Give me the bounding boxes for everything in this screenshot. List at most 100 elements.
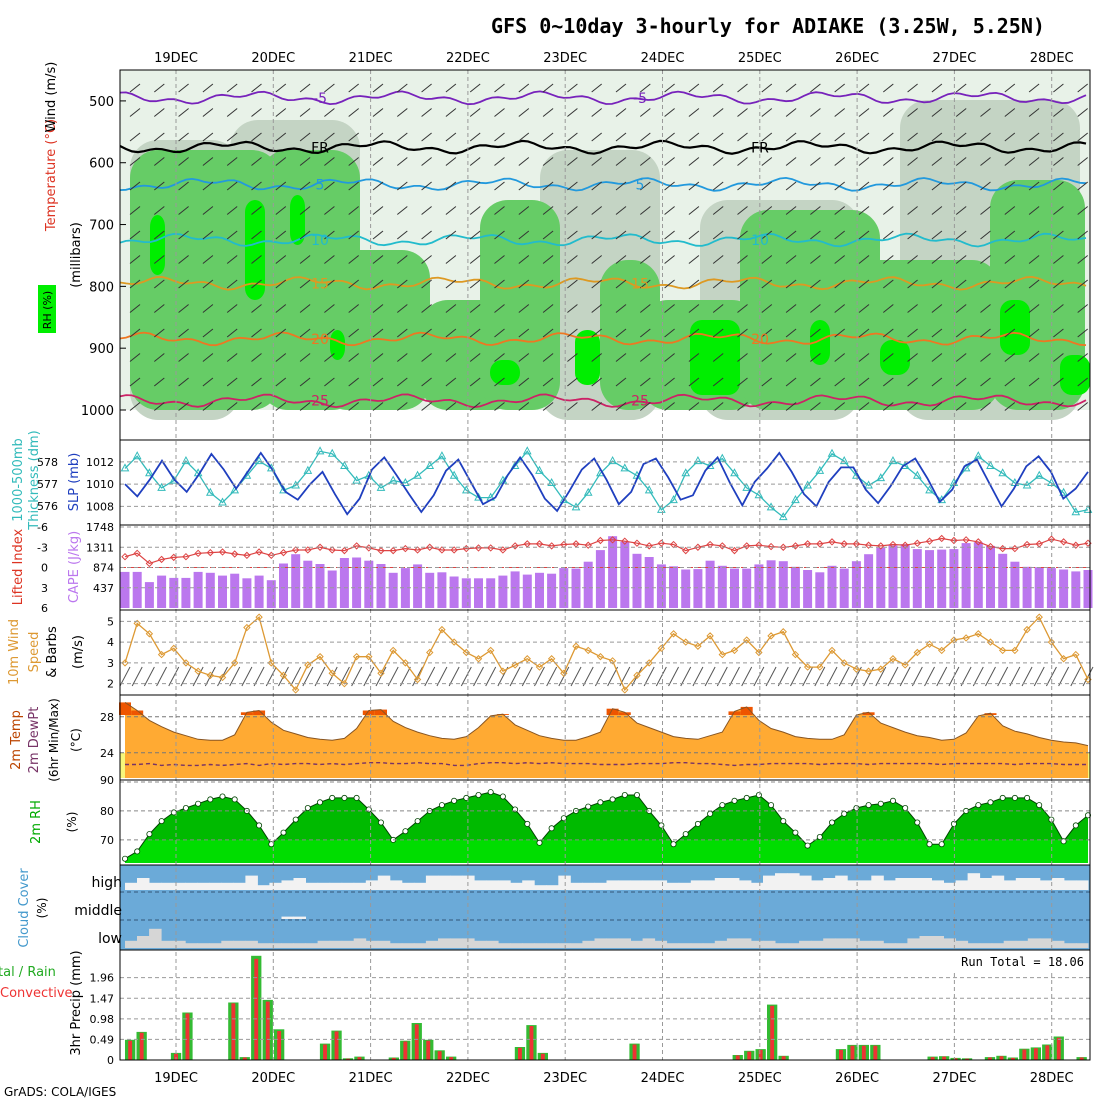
wind-barb bbox=[737, 206, 748, 215]
wind-barb-10m bbox=[351, 666, 363, 687]
wind-speed-point bbox=[377, 669, 385, 677]
wind-barb bbox=[178, 304, 189, 313]
wind-barb bbox=[469, 83, 481, 93]
wind-barb bbox=[907, 206, 918, 215]
cape-bar bbox=[608, 536, 618, 608]
rh2m-point bbox=[658, 822, 665, 829]
wind-speed-point bbox=[767, 632, 775, 640]
cloud-high-bar bbox=[847, 880, 860, 890]
wind-barb bbox=[445, 377, 457, 387]
wind-barb bbox=[396, 255, 408, 264]
isotherm-label: 25 bbox=[311, 394, 329, 410]
cloud-high-bar bbox=[137, 878, 150, 890]
wind-barb bbox=[202, 181, 214, 191]
cloud-low-bar bbox=[341, 940, 355, 948]
wind-barb bbox=[324, 83, 335, 93]
wind-barb bbox=[882, 279, 894, 289]
wind-barb bbox=[810, 279, 821, 289]
rh2m-point bbox=[877, 800, 884, 807]
wind-barb bbox=[761, 132, 773, 142]
wind-barb bbox=[712, 402, 724, 411]
wind-barb bbox=[153, 206, 165, 215]
thickness-point bbox=[693, 456, 703, 465]
wind-barb-10m bbox=[838, 666, 850, 687]
wind-barb bbox=[275, 83, 287, 93]
wind-barb bbox=[275, 402, 287, 411]
wind-barb bbox=[737, 353, 748, 362]
wind-barb-10m bbox=[875, 666, 887, 687]
wind-barb bbox=[931, 230, 943, 240]
rh2m-point bbox=[536, 839, 543, 846]
lifted-index-point bbox=[218, 548, 227, 556]
precip-convective-bar bbox=[632, 1044, 637, 1060]
cloud-low-bar bbox=[582, 940, 595, 948]
wind-speed-point bbox=[499, 667, 507, 675]
cape-bar bbox=[242, 578, 252, 608]
wind-barb bbox=[931, 255, 943, 264]
precip-convective-bar bbox=[999, 1056, 1004, 1060]
wind-barb bbox=[226, 108, 238, 117]
wind-barb bbox=[1028, 157, 1040, 166]
thickness-point bbox=[157, 482, 166, 491]
wind-speed-point bbox=[231, 659, 239, 667]
wind-speed-point bbox=[438, 625, 446, 634]
rh2m-point bbox=[707, 810, 714, 817]
bottom-date-label: 21DEC bbox=[349, 1071, 393, 1086]
wind-barb bbox=[542, 230, 554, 240]
rh2m-point bbox=[975, 802, 982, 809]
run-total-box bbox=[945, 952, 1087, 970]
wind-barb-10m bbox=[692, 666, 704, 687]
slp-axis-label: SLP (mb) bbox=[67, 453, 82, 512]
wind-barb-10m bbox=[1021, 666, 1033, 687]
wind-barb bbox=[324, 230, 335, 240]
cloud-high-bar bbox=[654, 880, 668, 890]
wind-barb bbox=[615, 206, 627, 215]
wind-speed-point bbox=[194, 667, 202, 675]
axis-labels: 19DEC 19DEC 20DEC 20DEC 21DEC 21DEC 22DEC 22DEC… bbox=[0, 51, 1087, 1086]
wind-barb bbox=[129, 108, 141, 117]
wind-barb bbox=[348, 377, 360, 387]
wind-speed-point bbox=[1072, 650, 1080, 659]
wind-barb bbox=[299, 353, 311, 362]
precip-axis-label: 3hr Precip (mm) bbox=[69, 950, 84, 1055]
thickness-point bbox=[620, 463, 630, 472]
bottom-date-label: 26DEC bbox=[835, 1071, 879, 1086]
wind-barb bbox=[251, 83, 262, 93]
cape-bar bbox=[1022, 566, 1032, 608]
wind-barb bbox=[494, 206, 505, 215]
pressure-tick-label: 700 bbox=[89, 219, 114, 234]
cape-bar bbox=[120, 571, 130, 608]
cape-bar bbox=[851, 561, 861, 608]
wind-barb bbox=[226, 353, 238, 362]
rh2m-tick-label: 70 bbox=[100, 834, 114, 847]
precip-convective-bar bbox=[930, 1057, 935, 1060]
wind-barb bbox=[688, 83, 700, 93]
top-date-label: 21DEC bbox=[349, 51, 393, 66]
wind-barb bbox=[882, 108, 894, 117]
wind-barb bbox=[251, 377, 262, 387]
lifted-index-point bbox=[145, 559, 154, 568]
wind-barb bbox=[202, 304, 214, 313]
wind-barb bbox=[421, 157, 432, 166]
wind-barb bbox=[299, 402, 311, 411]
wind-barb bbox=[518, 108, 530, 117]
wind-speed-point bbox=[145, 630, 154, 638]
wind-barb bbox=[639, 279, 651, 289]
wind-speed-point bbox=[816, 663, 824, 671]
lifted-index-point bbox=[206, 548, 215, 557]
thickness-point bbox=[717, 453, 727, 462]
lifted-index-point bbox=[1059, 538, 1068, 546]
pressure-tick-label: 600 bbox=[89, 157, 114, 172]
wind-barb bbox=[445, 206, 457, 215]
cape-bar bbox=[437, 572, 447, 608]
lifted-index-point bbox=[133, 549, 141, 558]
wind-barb bbox=[348, 157, 360, 166]
isotherm-label: 20 bbox=[311, 332, 329, 348]
rh2m-point bbox=[743, 794, 750, 801]
wind-speed-point bbox=[255, 613, 263, 621]
wind-barb bbox=[567, 83, 578, 93]
isotherm-line bbox=[119, 393, 1087, 409]
cloud-low-bar bbox=[630, 940, 644, 948]
cloud-low-bar bbox=[305, 943, 319, 948]
pressure-axis-label: (millibars) bbox=[69, 222, 84, 288]
